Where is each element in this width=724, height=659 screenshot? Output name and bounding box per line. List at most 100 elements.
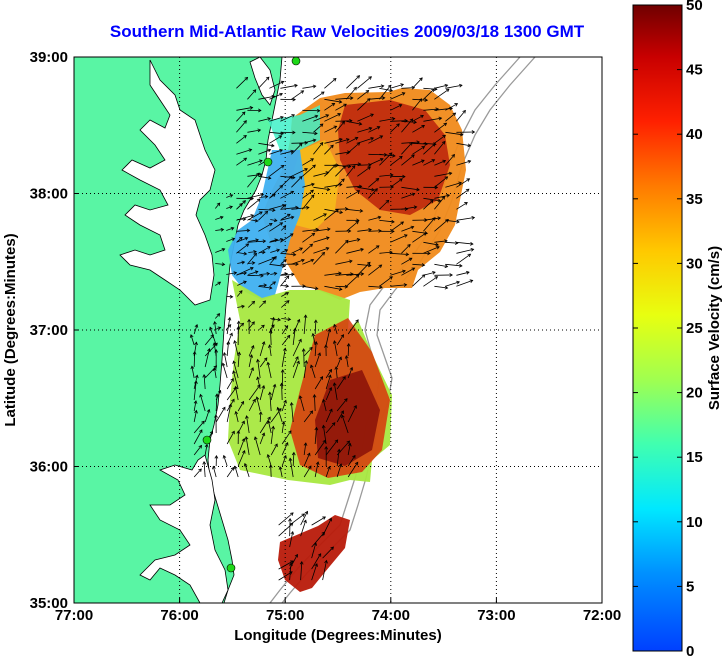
velocity-arrow xyxy=(325,328,332,346)
velocity-arrow xyxy=(258,285,273,290)
velocity-arrow xyxy=(226,271,238,275)
velocity-arrow xyxy=(281,300,290,308)
velocity-arrow xyxy=(270,383,277,401)
velocity-arrow xyxy=(204,408,211,423)
velocity-arrow xyxy=(280,130,296,135)
velocity-arrow xyxy=(247,89,257,100)
velocity-arrow xyxy=(456,130,476,134)
velocity-arrow xyxy=(259,250,266,255)
velocity-arrow xyxy=(368,157,384,166)
velocity-field-nearshore xyxy=(228,150,305,300)
x-tick-label: 74:00 xyxy=(372,607,410,624)
velocity-arrow xyxy=(215,227,225,232)
velocity-arrow xyxy=(232,370,239,390)
velocity-arrow xyxy=(237,271,248,276)
velocity-arrow xyxy=(322,398,327,412)
velocity-vector-layer xyxy=(189,75,476,581)
velocity-arrow xyxy=(347,442,352,456)
velocity-arrow xyxy=(347,461,359,478)
velocity-arrow xyxy=(243,462,250,478)
velocity-arrow xyxy=(335,239,349,254)
x-tick-label: 77:00 xyxy=(55,607,93,624)
velocity-arrow xyxy=(236,228,251,233)
velocity-arrow xyxy=(214,349,219,368)
velocity-arrow xyxy=(303,314,308,335)
velocity-arrow xyxy=(247,211,263,221)
velocity-arrow xyxy=(280,275,290,287)
velocity-arrow xyxy=(236,135,247,144)
velocity-arrow xyxy=(332,340,338,357)
velocity-arrow xyxy=(236,203,243,209)
velocity-arrow xyxy=(214,414,218,434)
velocity-arrow xyxy=(313,142,324,155)
velocity-arrow xyxy=(390,269,406,276)
velocity-arrow xyxy=(280,149,295,155)
velocity-arrow xyxy=(258,175,272,180)
velocity-arrow xyxy=(270,248,281,253)
velocity-arrow xyxy=(456,142,472,148)
velocity-arrow xyxy=(456,178,471,188)
velocity-arrow xyxy=(266,361,272,379)
velocity-arrow xyxy=(346,247,364,254)
velocity-arrow xyxy=(248,238,259,243)
velocity-arrow xyxy=(357,90,370,100)
velocity-arrow xyxy=(237,351,242,368)
velocity-arrow xyxy=(456,241,474,246)
velocity-arrow xyxy=(325,374,332,390)
velocity-arrow xyxy=(346,120,363,126)
velocity-arrow xyxy=(456,279,474,287)
velocity-arrow xyxy=(335,138,350,144)
velocity-arrow xyxy=(325,422,336,434)
velocity-arrow xyxy=(258,148,272,155)
velocity-arrow xyxy=(237,280,247,286)
velocity-arrow xyxy=(281,272,289,276)
y-tick-label: 39:00 xyxy=(30,49,68,66)
velocity-arrow xyxy=(434,159,447,166)
velocity-arrow xyxy=(248,250,257,254)
velocity-arrow xyxy=(281,347,287,368)
velocity-arrow xyxy=(237,251,248,256)
velocity-arrow xyxy=(434,285,449,290)
velocity-arrow xyxy=(302,285,319,291)
velocity-arrow xyxy=(368,228,382,233)
velocity-arrow xyxy=(280,225,287,231)
velocity-arrow xyxy=(302,84,317,89)
velocity-arrow xyxy=(401,118,414,133)
velocity-arrow xyxy=(280,190,295,199)
velocity-arrow xyxy=(357,113,374,122)
velocity-arrow xyxy=(292,360,300,379)
velocity-arrow xyxy=(281,399,287,412)
velocity-arrow xyxy=(214,455,219,467)
velocity-arrow xyxy=(280,83,298,89)
velocity-arrow xyxy=(357,98,371,111)
velocity-arrow xyxy=(280,233,294,243)
velocity-arrow xyxy=(412,77,423,89)
velocity-arrow xyxy=(302,258,315,265)
velocity-arrow xyxy=(248,354,254,368)
velocity-arrow xyxy=(280,369,285,390)
velocity-arrow xyxy=(289,401,294,423)
velocity-arrow xyxy=(390,104,403,111)
velocity-arrow xyxy=(248,344,255,357)
colorbar-ticks: 0 5 10 15 20 25 30 35 40 45 50 xyxy=(633,0,703,659)
velocity-arrow xyxy=(313,91,325,100)
velocity-arrow xyxy=(311,516,326,526)
velocity-arrow xyxy=(236,148,253,155)
velocity-arrow xyxy=(302,164,316,177)
velocity-arrow xyxy=(346,142,361,155)
velocity-arrow xyxy=(341,414,349,434)
velocity-arrow xyxy=(336,448,341,467)
velocity-arrow xyxy=(245,415,250,434)
velocity-arrow xyxy=(390,83,405,89)
velocity-arrow xyxy=(259,283,268,288)
velocity-arrow xyxy=(193,420,205,434)
velocity-arrow xyxy=(445,280,461,287)
velocity-arrow xyxy=(281,421,286,434)
velocity-arrow xyxy=(255,396,261,412)
velocity-arrow xyxy=(346,274,360,287)
velocity-arrow xyxy=(232,360,239,379)
velocity-arrow xyxy=(401,225,415,232)
velocity-arrow xyxy=(302,189,314,199)
velocity-arrow xyxy=(270,193,276,198)
velocity-arrow xyxy=(281,334,291,346)
